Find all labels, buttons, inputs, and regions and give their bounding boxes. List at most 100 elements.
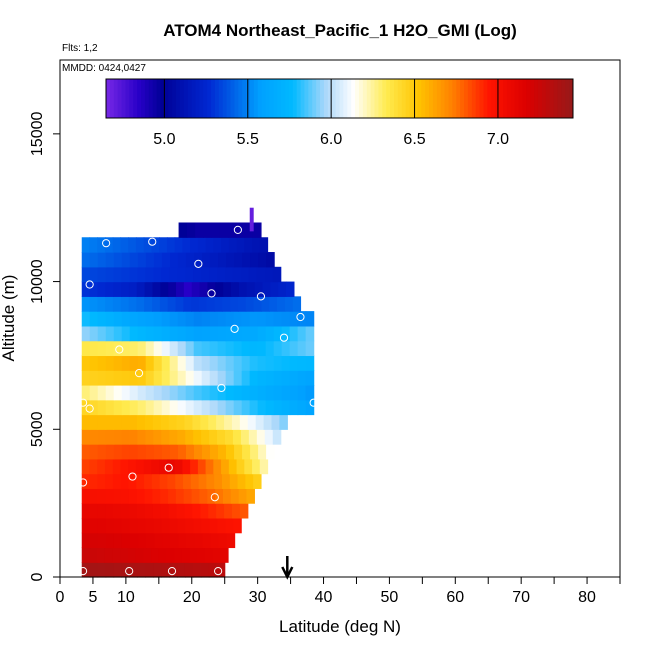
heatmap-cell — [89, 296, 98, 312]
heatmap-cell — [89, 444, 99, 460]
heatmap-cell — [217, 266, 226, 283]
colorbar-segment — [257, 79, 263, 118]
colorbar-segment — [460, 79, 465, 118]
x-axis-label: Latitude (deg N) — [279, 617, 401, 636]
sample-point — [309, 398, 318, 407]
heatmap-cell — [105, 488, 114, 504]
heatmap-cell — [105, 399, 115, 416]
colorbar-segment — [541, 79, 547, 118]
heatmap-cell — [185, 370, 195, 386]
colorbar-segment — [316, 79, 321, 118]
heatmap-cell — [137, 311, 147, 327]
heatmap-cell — [113, 503, 122, 519]
colorbar-tick-label: 7.0 — [487, 131, 509, 148]
heatmap-cell — [121, 399, 131, 416]
heatmap-cell — [178, 222, 188, 238]
heatmap-cell — [234, 444, 243, 460]
heatmap-cell — [201, 444, 211, 460]
heatmap-cell — [113, 444, 123, 460]
heatmap-cell — [97, 399, 107, 416]
heatmap-cell — [81, 281, 91, 297]
heatmap-cell — [137, 355, 147, 371]
heatmap-cell — [121, 266, 131, 283]
heatmap-cell — [130, 532, 139, 549]
heatmap-cell — [89, 503, 99, 519]
heatmap-cell — [113, 488, 122, 504]
heatmap-cell — [249, 384, 259, 401]
heatmap-cell — [190, 237, 199, 253]
heatmap-cell — [120, 296, 130, 312]
heatmap-cell — [192, 414, 201, 430]
colorbar-segment — [561, 79, 566, 118]
heatmap-cell — [289, 399, 299, 416]
heatmap-cell — [248, 429, 258, 445]
heatmap-cell — [166, 237, 176, 253]
heatmap-cell — [225, 266, 234, 283]
x-tick-label: 10 — [117, 589, 135, 606]
heatmap-cell — [169, 399, 179, 416]
heatmap-cell — [249, 340, 259, 357]
heatmap-cell — [199, 488, 208, 504]
heatmap-cell — [137, 562, 146, 578]
heatmap-cell — [201, 266, 210, 283]
heatmap-cell — [190, 473, 200, 489]
heatmap-cell — [161, 266, 170, 283]
colorbar-segment — [246, 79, 251, 118]
heatmap-cell — [198, 473, 207, 489]
colorbar-segment — [358, 79, 364, 118]
plot-frame — [59, 59, 621, 578]
heatmap-cell — [169, 325, 179, 342]
colorbar-segment — [479, 79, 484, 118]
colorbar-segment — [347, 79, 352, 118]
heatmap-cell — [269, 296, 278, 312]
heatmap-cell — [153, 340, 163, 357]
heatmap-cell — [248, 266, 258, 283]
colorbar-segment — [249, 79, 255, 118]
heatmap-cell — [240, 429, 250, 445]
colorbar-segment — [530, 79, 535, 118]
heatmap-cell — [121, 414, 130, 430]
heatmap-cell — [176, 503, 186, 519]
heatmap-cell — [89, 325, 99, 342]
heatmap-cell — [161, 355, 171, 371]
sample-point — [233, 225, 242, 234]
heatmap-cell — [265, 384, 275, 401]
heatmap-cell — [217, 429, 226, 445]
y-axis: 0 5000 10000 15000 — [29, 112, 60, 581]
heatmap-cell — [233, 399, 243, 416]
colorbar-segment — [137, 79, 142, 118]
dates-note: MMDD: 0424,0427 — [62, 63, 146, 74]
heatmap-cell — [211, 222, 221, 238]
heatmap-cell — [249, 355, 259, 371]
heatmap-cell — [257, 399, 267, 416]
colorbar-segment — [121, 79, 126, 118]
heatmap-cell — [209, 311, 219, 327]
heatmap-cell — [89, 399, 99, 416]
heatmap-cell — [191, 488, 201, 504]
heatmap-cell — [273, 370, 283, 386]
heatmap-cell — [81, 547, 91, 563]
heatmap-cell — [201, 384, 211, 401]
heatmap-cell — [169, 311, 179, 327]
heatmap-cell — [120, 237, 129, 253]
heatmap-cell — [200, 414, 209, 430]
heatmap-cell — [81, 355, 91, 371]
colorbar-segment — [502, 79, 508, 118]
heatmap-cell — [185, 429, 194, 445]
heatmap-cell — [159, 458, 168, 475]
colorbar-segment — [160, 79, 165, 118]
colorbar-segment — [148, 79, 154, 118]
heatmap-cell — [266, 444, 275, 460]
heatmap-cell — [89, 384, 99, 401]
heatmap-cell — [177, 399, 187, 416]
heatmap-cell — [241, 355, 251, 371]
heatmap-cell — [221, 237, 230, 253]
x-tick-label: 20 — [183, 589, 201, 606]
colorbar-segment — [300, 79, 305, 118]
sample-points — [78, 225, 325, 576]
colorbar-segment — [366, 79, 372, 118]
heatmap-cell — [161, 252, 171, 268]
heatmap-cell — [192, 562, 202, 578]
heatmap-cell — [129, 503, 138, 519]
sample-point — [125, 566, 134, 576]
